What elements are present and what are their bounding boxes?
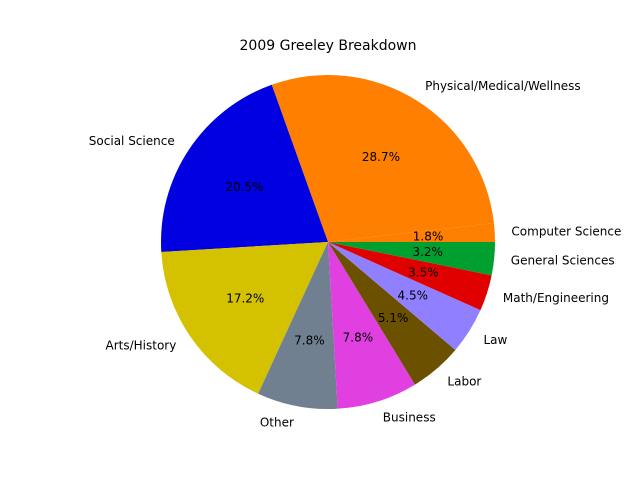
pie-pct-label-labor: 5.1% <box>378 311 409 325</box>
pie-pct-label-physical-medical-wellness: 28.7% <box>362 150 400 164</box>
pie-category-label-law: Law <box>483 333 507 347</box>
pie-pct-label-arts-history: 17.2% <box>226 292 264 306</box>
pie-slice-labor <box>328 242 456 385</box>
pie-slice-arts-history <box>161 242 328 394</box>
pie-slice-physical-medical-wellness <box>271 75 494 243</box>
pie-slice-law <box>328 242 481 350</box>
pie-category-label-math-engineering: Math/Engineering <box>503 291 609 305</box>
pie-category-label-social-science: Social Science <box>89 134 175 148</box>
pie-labels: 1.8% Computer Science 28.7% Physical/Medica… <box>89 79 622 429</box>
pie-pct-label-law: 4.5% <box>398 288 429 302</box>
pie-slice-other <box>258 242 338 409</box>
pie-pct-label-social-science: 20.5% <box>225 180 263 194</box>
pie-slice-math-engineering <box>328 242 492 311</box>
pie-category-label-general-sciences: General Sciences <box>511 253 615 267</box>
chart-title: 2009 Greeley Breakdown <box>240 38 417 54</box>
pie-pct-label-math-engineering: 3.5% <box>408 266 439 280</box>
pie-pct-label-general-sciences: 3.2% <box>412 245 443 259</box>
pie-pct-label-business: 7.8% <box>343 331 374 345</box>
pie-category-label-other: Other <box>260 416 294 430</box>
pie-slices <box>161 75 496 409</box>
pie-category-label-physical-medical-wellness: Physical/Medical/Wellness <box>425 79 581 93</box>
pie-category-label-labor: Labor <box>447 375 481 389</box>
pie-pct-label-computer-science: 1.8% <box>413 229 444 243</box>
pie-slice-business <box>328 242 415 409</box>
pie-slice-social-science <box>161 84 328 252</box>
pie-slice-general-sciences <box>328 242 496 276</box>
pie-pct-label-other: 7.8% <box>294 333 325 347</box>
pie-category-label-computer-science: Computer Science <box>511 225 621 239</box>
pie-category-label-arts-history: Arts/History <box>105 339 176 353</box>
pie-slice-computer-science <box>328 223 496 242</box>
pie-category-label-business: Business <box>383 410 436 424</box>
